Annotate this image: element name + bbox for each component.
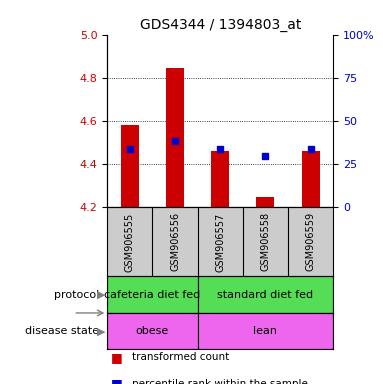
Text: ■: ■ <box>111 377 123 384</box>
Bar <box>198 313 333 349</box>
Text: lean: lean <box>254 326 277 336</box>
Text: ▶: ▶ <box>97 326 105 336</box>
Text: percentile rank within the sample: percentile rank within the sample <box>132 379 308 384</box>
Bar <box>198 276 333 313</box>
Text: cafeteria diet fed: cafeteria diet fed <box>104 290 201 300</box>
Bar <box>107 313 198 349</box>
Text: disease state: disease state <box>25 326 100 336</box>
Text: GSM906558: GSM906558 <box>260 212 270 271</box>
Bar <box>256 197 275 207</box>
Text: transformed count: transformed count <box>132 352 229 362</box>
Text: GSM906557: GSM906557 <box>215 212 225 271</box>
Text: protocol: protocol <box>54 290 100 300</box>
Text: ▶: ▶ <box>97 290 105 300</box>
Bar <box>121 125 139 207</box>
Text: ■: ■ <box>111 351 123 364</box>
Text: GSM906556: GSM906556 <box>170 212 180 271</box>
Bar <box>166 68 184 207</box>
Bar <box>211 151 229 207</box>
Bar <box>301 151 320 207</box>
Text: GSM906555: GSM906555 <box>125 212 135 271</box>
Text: obese: obese <box>136 326 169 336</box>
Bar <box>107 276 198 313</box>
Text: standard diet fed: standard diet fed <box>218 290 313 300</box>
Title: GDS4344 / 1394803_at: GDS4344 / 1394803_at <box>139 18 301 32</box>
Text: GSM906559: GSM906559 <box>306 212 316 271</box>
